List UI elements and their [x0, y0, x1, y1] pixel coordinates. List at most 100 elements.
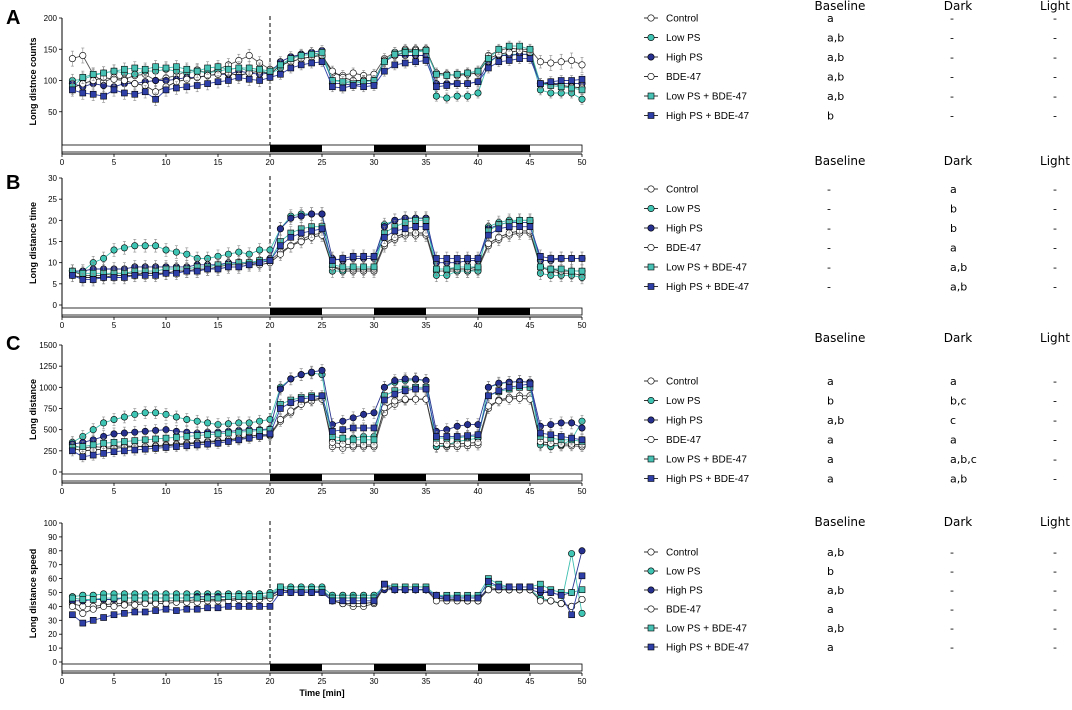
- panel-b: B 0 5 10 15 20 25 30 Long distance time 0 5 10 15 20 2…: [6, 154, 1070, 330]
- data-point: [162, 64, 170, 72]
- data-point: [495, 379, 503, 387]
- data-point: [505, 395, 513, 403]
- data-point: [360, 424, 367, 432]
- data-point: [339, 255, 347, 262]
- stats-header: Dark: [944, 0, 973, 13]
- data-point: [557, 58, 565, 66]
- y-tick-label: 25: [48, 195, 57, 204]
- data-point: [401, 225, 409, 233]
- data-point: [495, 387, 503, 395]
- stats-cell: -: [950, 12, 954, 25]
- data-point: [474, 255, 482, 262]
- data-point: [495, 45, 503, 53]
- data-point: [339, 417, 347, 425]
- legend-label: High PS: [666, 224, 703, 235]
- data-point: [297, 229, 305, 237]
- legend-marker: [647, 73, 655, 81]
- data-point: [183, 433, 191, 440]
- x-tick-label: 30: [370, 321, 379, 330]
- data-point: [578, 547, 586, 555]
- x-tick-label: 25: [318, 158, 327, 167]
- x-tick-label: 15: [214, 158, 223, 167]
- x-tick-label: 50: [578, 158, 587, 167]
- data-point: [568, 255, 575, 262]
- data-point: [516, 55, 523, 62]
- data-point: [516, 394, 524, 402]
- data-point: [173, 269, 180, 277]
- stats-cell: -: [827, 242, 831, 255]
- data-point: [266, 430, 274, 438]
- x-tick-label: 45: [526, 677, 535, 686]
- data-point: [121, 438, 128, 445]
- dark-period-bar: [374, 474, 426, 481]
- data-point: [360, 263, 367, 271]
- legend-label: Low PS + BDE-47: [666, 455, 747, 466]
- legend-label: High PS: [666, 416, 703, 427]
- data-point: [412, 395, 420, 403]
- data-point: [173, 594, 180, 602]
- legend-label: BDE-47: [666, 72, 701, 83]
- stats-header: Light: [1040, 154, 1070, 168]
- data-point: [578, 436, 586, 444]
- data-point: [578, 86, 586, 94]
- data-point: [360, 83, 367, 91]
- stats-header: Baseline: [815, 331, 866, 345]
- stats-header: Light: [1040, 0, 1070, 13]
- data-point: [110, 67, 118, 75]
- data-point: [110, 430, 118, 438]
- data-point: [547, 431, 555, 439]
- data-point: [152, 63, 159, 71]
- stats-cell: a,b: [950, 281, 967, 294]
- y-axis-label: Long distnce counts: [28, 37, 38, 125]
- data-point: [339, 84, 347, 92]
- legend-label: BDE-47: [666, 435, 701, 446]
- data-point: [266, 257, 274, 264]
- data-point: [568, 77, 575, 84]
- data-point: [131, 428, 139, 436]
- x-axis-label: Time [min]: [299, 688, 344, 698]
- series-line: [72, 550, 583, 602]
- legend-marker: [647, 455, 655, 463]
- data-point: [152, 435, 159, 443]
- stats-cell: a,b: [827, 71, 844, 84]
- data-point: [256, 246, 264, 254]
- x-tick-label: 10: [162, 321, 171, 330]
- stats-cell: -: [1053, 473, 1057, 486]
- x-tick-label: 50: [578, 487, 587, 496]
- data-point: [276, 385, 284, 393]
- data-point: [204, 594, 211, 602]
- data-point: [568, 267, 575, 275]
- data-point: [568, 434, 575, 442]
- x-tick-label: 35: [422, 158, 431, 167]
- data-point: [308, 50, 315, 58]
- y-tick-label: 80: [48, 547, 57, 556]
- data-point: [152, 594, 159, 602]
- data-point: [89, 605, 97, 613]
- y-tick-label: 10: [48, 644, 57, 653]
- stats-cell: -: [1053, 375, 1057, 388]
- data-point: [193, 82, 201, 89]
- data-point: [329, 83, 336, 91]
- y-tick-label: 100: [44, 519, 58, 528]
- data-point: [422, 385, 430, 393]
- data-point: [381, 233, 388, 241]
- data-point: [349, 414, 357, 422]
- data-point: [557, 600, 565, 608]
- x-tick-label: 30: [370, 677, 379, 686]
- data-point: [547, 78, 555, 86]
- legend-label: Low PS: [666, 204, 701, 215]
- legend: Control Low PS High PS BDE-47 Low PS + BDE-4…: [644, 185, 750, 293]
- data-point: [121, 447, 128, 455]
- x-tick-label: 5: [112, 158, 117, 167]
- data-point: [464, 69, 471, 77]
- data-point: [412, 58, 419, 66]
- data-point: [485, 64, 492, 72]
- stats-header: Baseline: [815, 154, 866, 168]
- data-point: [183, 594, 191, 602]
- data-point: [245, 261, 253, 269]
- data-point: [349, 424, 357, 432]
- data-point: [277, 583, 284, 591]
- data-point: [89, 426, 97, 434]
- stats-cell: -: [950, 110, 954, 123]
- dark-period-bar: [374, 664, 426, 671]
